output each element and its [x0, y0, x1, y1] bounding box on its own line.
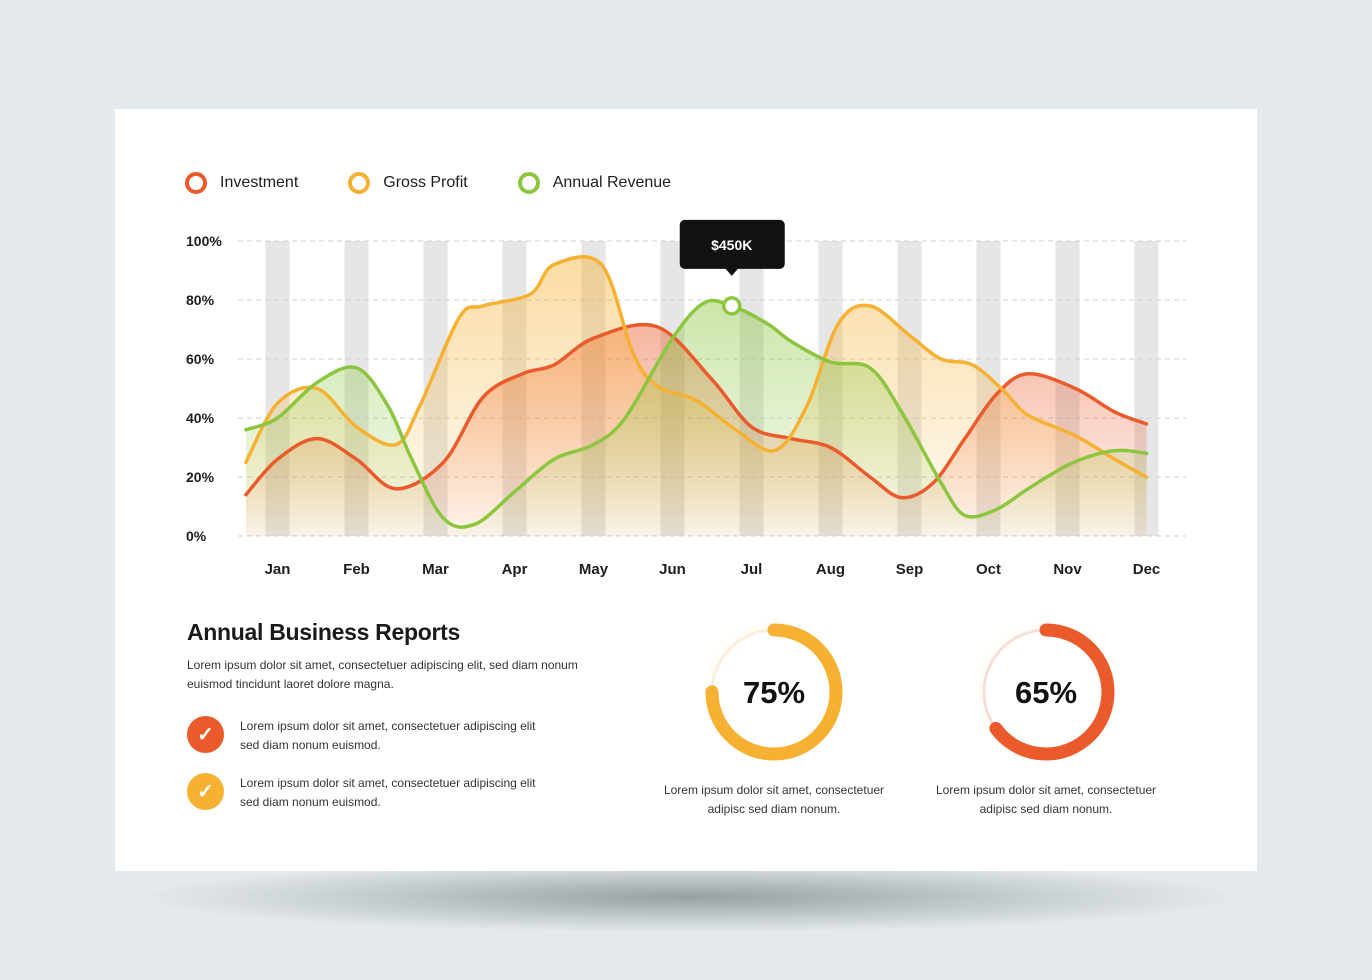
- legend-label: Annual Revenue: [552, 174, 672, 191]
- chart-legend: Investment Gross Profit Annual Revenue: [185, 171, 721, 195]
- donut-caption: Lorem ipsum dolor sit amet, consectetuer…: [663, 783, 885, 816]
- report-description: Lorem ipsum dolor sit amet, consectetuer…: [187, 658, 578, 691]
- y-tick-label: 100%: [186, 233, 222, 249]
- legend-item-gross-profit[interactable]: Gross Profit: [348, 172, 468, 194]
- x-tick-label: Aug: [816, 561, 845, 578]
- x-tick-label: Feb: [343, 561, 370, 578]
- series-line-annual-revenue[interactable]: [244, 298, 1149, 529]
- report-item: ✓ Lorem ipsum dolor sit amet, consectetu…: [187, 716, 540, 755]
- area-chart: 100% 80% 60% 40% 20% 0% Jan Feb Mar Apr May Jun Jul A…: [186, 219, 1186, 578]
- y-tick-label: 0%: [186, 528, 207, 544]
- check-icon: ✓: [187, 773, 224, 810]
- series-area-annual-revenue: [245, 300, 1147, 536]
- y-tick-label: 20%: [186, 469, 215, 485]
- x-tick-label: Sep: [896, 561, 924, 578]
- x-tick-label: Mar: [422, 561, 449, 578]
- donut-value-label: 75%: [743, 675, 805, 710]
- report-item-text: Lorem ipsum dolor sit amet, consectetuer…: [240, 719, 536, 752]
- x-tick-label: Jan: [265, 561, 291, 578]
- donut-gauge-65: 65%: [976, 622, 1116, 762]
- legend-label: Investment: [220, 174, 299, 191]
- card-shadow: [150, 862, 1230, 932]
- donut-caption: Lorem ipsum dolor sit amet, consectetuer…: [935, 783, 1157, 816]
- report-title: Annual Business Reports: [187, 619, 460, 645]
- donut-progress-arc: [705, 623, 843, 761]
- y-tick-label: 80%: [186, 292, 215, 308]
- x-tick-label: Jun: [659, 561, 686, 578]
- report-item: ✓ Lorem ipsum dolor sit amet, consectetu…: [187, 773, 540, 812]
- x-tick-label: Nov: [1053, 561, 1082, 578]
- x-tick-label: Jul: [741, 561, 763, 578]
- x-tick-label: Oct: [976, 561, 1001, 578]
- report-card: 100% 80% 60% 40% 20% 0% Jan Feb Mar Apr May Jun Jul A…: [115, 109, 1257, 871]
- check-icon: ✓: [187, 716, 224, 753]
- donut-progress-arc: [977, 623, 1115, 761]
- legend-item-investment[interactable]: Investment: [185, 172, 298, 194]
- x-tick-label: Apr: [502, 561, 528, 578]
- x-tick-label: May: [579, 561, 609, 578]
- y-tick-label: 40%: [186, 410, 215, 426]
- donut-gauge-75: 75%: [704, 622, 844, 762]
- donut-value-label: 65%: [1015, 675, 1077, 710]
- legend-label: Gross Profit: [383, 174, 468, 191]
- report-item-text: Lorem ipsum dolor sit amet, consectetuer…: [240, 776, 536, 809]
- tooltip-label: $450K: [711, 237, 752, 253]
- legend-dot-icon: [185, 172, 207, 194]
- legend-dot-icon: [517, 172, 540, 194]
- tooltip-pointer: [724, 267, 739, 276]
- legend-dot-icon: [348, 172, 371, 194]
- series-line-investment[interactable]: [244, 322, 1149, 500]
- tooltip-box: [679, 219, 785, 269]
- y-tick-label: 60%: [186, 351, 215, 367]
- legend-item-annual-revenue[interactable]: Annual Revenue: [517, 172, 672, 194]
- highlight-point[interactable]: [722, 296, 742, 316]
- x-tick-label: Dec: [1133, 561, 1161, 578]
